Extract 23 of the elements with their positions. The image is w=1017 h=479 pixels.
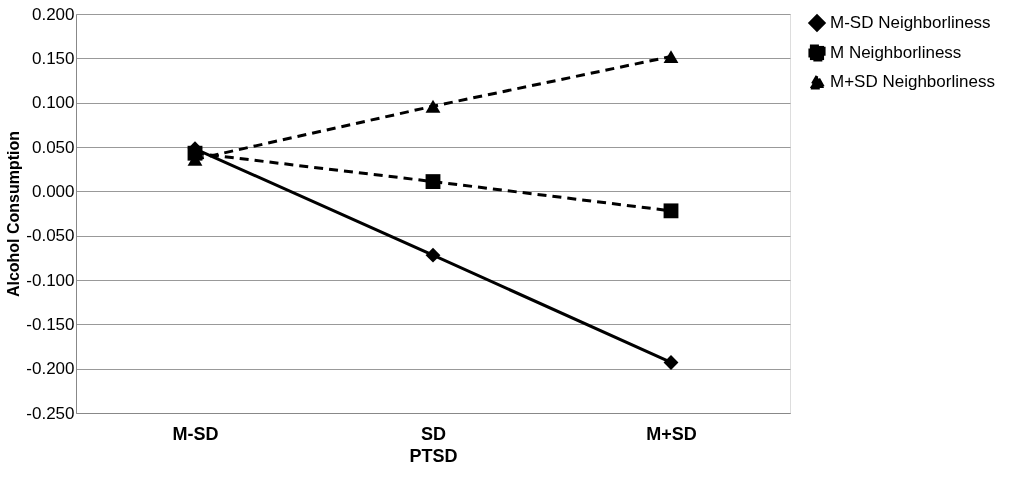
- y-tick-label: -0.100: [26, 270, 75, 290]
- y-tick-label: -0.050: [26, 226, 75, 246]
- legend-label: M-SD Neighborliness: [830, 13, 991, 32]
- x-tick-label: SD: [420, 423, 447, 444]
- y-tick-label: 0.200: [31, 4, 75, 24]
- point: [663, 50, 679, 63]
- y-tick-label: 0.050: [31, 137, 75, 157]
- y-axis-title: Alcohol Consumption: [5, 130, 23, 298]
- y-tick-label: 0.150: [31, 48, 75, 68]
- x-tick-label: M-SD: [172, 423, 219, 444]
- y-tick-label: -0.150: [26, 314, 75, 334]
- point: [425, 247, 441, 263]
- point: [425, 99, 441, 113]
- y-tick-label: -0.200: [26, 359, 75, 379]
- point: [663, 203, 679, 219]
- x-axis-title: PTSD: [409, 445, 458, 466]
- legend-label: M+SD Neighborliness: [830, 72, 995, 91]
- point: [425, 174, 441, 189]
- y-tick-label: -0.250: [26, 403, 75, 423]
- y-tick-label: 0.000: [31, 181, 75, 201]
- x-tick-label: M+SD: [646, 423, 697, 444]
- legend-label: M Neighborliness: [830, 43, 962, 62]
- y-tick-label: 0.100: [31, 93, 75, 113]
